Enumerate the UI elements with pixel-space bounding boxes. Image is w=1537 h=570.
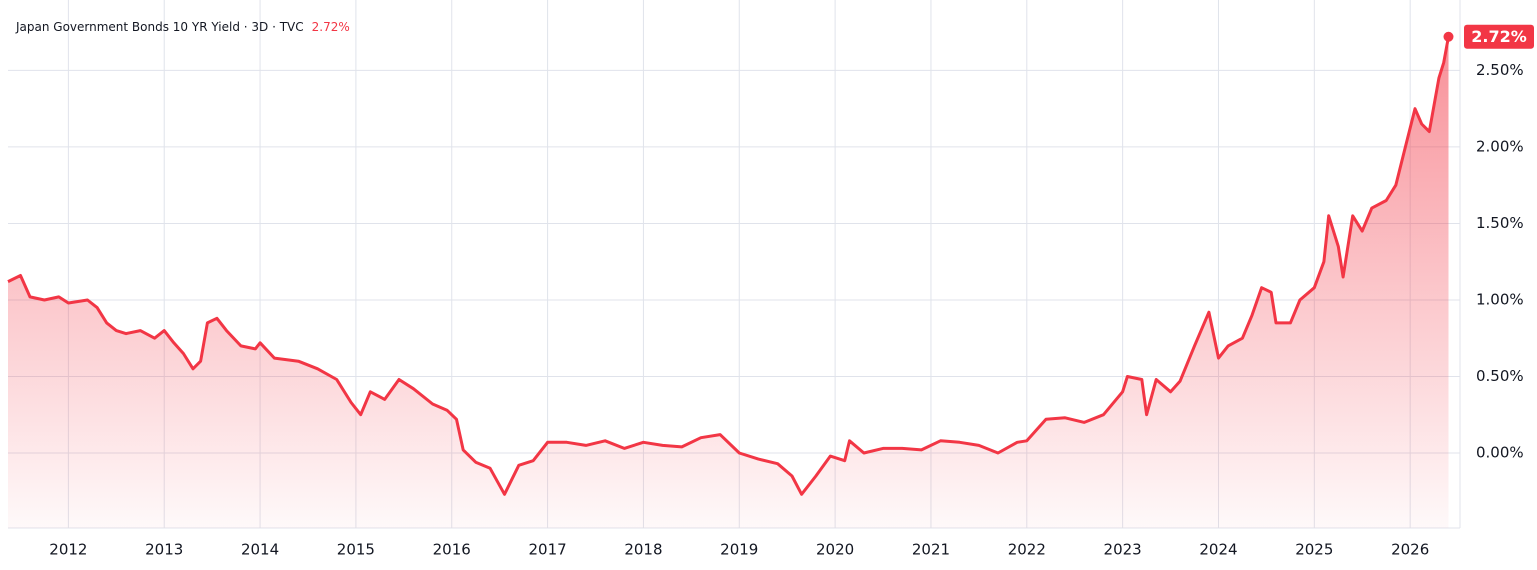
x-tick-label: 2012 bbox=[49, 541, 87, 559]
x-tick-label: 2014 bbox=[241, 541, 279, 559]
x-tick-label: 2016 bbox=[433, 541, 471, 559]
y-tick-label: 2.50% bbox=[1476, 61, 1524, 79]
chart-title: Japan Government Bonds 10 YR Yield · 3D … bbox=[15, 20, 350, 34]
title-text: Japan Government Bonds 10 YR Yield · 3D … bbox=[15, 20, 304, 34]
y-tick-label: 0.50% bbox=[1476, 367, 1524, 385]
x-tick-label: 2023 bbox=[1104, 541, 1142, 559]
x-tick-label: 2017 bbox=[528, 541, 566, 559]
x-tick-label: 2015 bbox=[337, 541, 375, 559]
area-fill bbox=[8, 36, 1449, 528]
x-tick-label: 2026 bbox=[1391, 541, 1429, 559]
x-tick-label: 2020 bbox=[816, 541, 854, 559]
y-tick-label: 1.50% bbox=[1476, 214, 1524, 232]
x-tick-label: 2013 bbox=[145, 541, 183, 559]
x-tick-label: 2024 bbox=[1199, 541, 1237, 559]
price-badge bbox=[1464, 24, 1534, 49]
y-tick-label: 2.00% bbox=[1476, 137, 1524, 155]
title-value: 2.72% bbox=[312, 20, 350, 34]
plot: 2.72% bbox=[7, 24, 1534, 528]
x-tick-label: 2022 bbox=[1008, 541, 1046, 559]
y-tick-label: 1.00% bbox=[1476, 290, 1524, 308]
x-tick-label: 2025 bbox=[1295, 541, 1333, 559]
price-badge-label: 2.72% bbox=[1471, 27, 1527, 46]
last-point bbox=[1443, 31, 1454, 42]
y-tick-label: 0.00% bbox=[1476, 444, 1524, 462]
x-tick-label: 2018 bbox=[624, 541, 662, 559]
x-tick-label: 2019 bbox=[720, 541, 758, 559]
line bbox=[7, 36, 1450, 496]
x-tick-label: 2021 bbox=[912, 541, 950, 559]
